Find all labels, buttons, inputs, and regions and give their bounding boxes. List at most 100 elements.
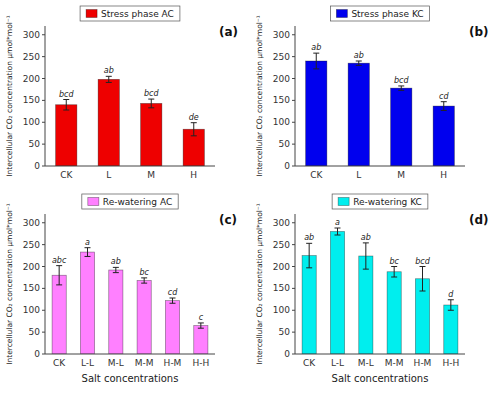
error-cap — [391, 277, 397, 278]
bar — [56, 105, 77, 166]
error-line — [200, 323, 201, 328]
error-cap — [306, 267, 312, 268]
error-line — [358, 61, 359, 65]
legend-swatch — [86, 10, 97, 18]
x-axis-label: Salt concentrations — [332, 373, 429, 384]
error-cap — [198, 328, 204, 329]
error-cap — [56, 265, 62, 266]
error-bar — [363, 243, 369, 269]
x-axis-line — [295, 166, 465, 167]
y-tick — [42, 122, 45, 123]
y-tick — [292, 34, 295, 35]
error-bar — [441, 102, 447, 111]
error-cap — [391, 266, 397, 267]
error-cap — [441, 101, 447, 102]
legend: Re-watering KC — [332, 194, 428, 209]
sig-label: ab — [104, 66, 114, 75]
error-bar — [313, 53, 319, 69]
legend-frame — [332, 194, 428, 209]
error-line — [172, 298, 173, 303]
error-line — [193, 123, 194, 136]
x-tick-label: CK — [303, 358, 316, 368]
y-tick-label: 200 — [23, 262, 40, 272]
y-tick — [292, 166, 295, 167]
y-tick-label: 0 — [284, 349, 290, 359]
y-tick — [42, 332, 45, 333]
y-tick-label: 250 — [273, 52, 290, 62]
panel-label: (c) — [219, 213, 237, 227]
error-line — [337, 228, 338, 235]
y-tick — [42, 244, 45, 245]
bar — [302, 256, 316, 354]
x-axis-label: Salt concentrations — [82, 373, 179, 384]
error-cap — [356, 65, 362, 66]
error-cap — [313, 53, 319, 54]
error-bar — [306, 243, 312, 268]
error-cap — [420, 266, 426, 267]
y-tick-label: 200 — [273, 74, 290, 84]
error-bar — [63, 100, 69, 111]
legend-swatch — [336, 10, 347, 18]
error-cap — [363, 242, 369, 243]
legend-swatch — [88, 198, 99, 206]
y-tick — [292, 144, 295, 145]
y-tick-label: 300 — [23, 30, 40, 40]
error-cap — [106, 76, 112, 77]
bar — [391, 88, 412, 166]
error-bar — [148, 99, 154, 108]
y-tick-label: 300 — [273, 30, 290, 40]
y-tick-label: 200 — [23, 74, 40, 84]
error-line — [394, 267, 395, 278]
sig-label: ab — [111, 257, 121, 266]
error-line — [316, 53, 317, 69]
error-cap — [306, 243, 312, 244]
y-tick — [292, 222, 295, 223]
error-cap — [191, 135, 197, 136]
error-bar — [113, 267, 119, 272]
y-tick-label: 250 — [273, 240, 290, 250]
y-tick-label: 150 — [23, 95, 40, 105]
error-cap — [170, 303, 176, 304]
error-cap — [63, 110, 69, 111]
y-tick — [42, 354, 45, 355]
panel-label: (a) — [219, 25, 238, 39]
x-tick-label: H-H — [442, 358, 459, 368]
y-tick — [42, 166, 45, 167]
sig-label: a — [85, 238, 90, 247]
x-axis-line — [45, 354, 215, 355]
x-tick-label: L-L — [331, 358, 344, 368]
x-tick-label: L-L — [81, 358, 94, 368]
bar — [359, 256, 373, 354]
x-tick-label: H-H — [192, 358, 209, 368]
x-tick-label: L — [106, 170, 111, 180]
sig-label: bcd — [144, 89, 159, 98]
y-tick-label: 0 — [34, 349, 40, 359]
x-tick-label: CK — [310, 170, 323, 180]
error-line — [144, 278, 145, 283]
sig-label: bcd — [59, 90, 74, 99]
error-bar — [335, 228, 341, 235]
x-tick-label: H-M — [164, 358, 182, 368]
error-cap — [313, 68, 319, 69]
x-tick-label: M-L — [108, 358, 124, 368]
error-bar — [85, 248, 91, 257]
y-axis-line — [295, 26, 296, 166]
error-bar — [391, 267, 397, 278]
bar — [109, 270, 123, 354]
panel: bcdabbcdde050100150200250300CKLMHInterce… — [5, 6, 238, 180]
error-cap — [420, 291, 426, 292]
x-axis-line — [45, 166, 215, 167]
error-cap — [113, 267, 119, 268]
y-axis-label: Intercellular CO₂ concentration μmol*mol… — [255, 15, 264, 177]
y-tick-label: 250 — [23, 52, 40, 62]
y-tick — [292, 100, 295, 101]
y-tick-label: 50 — [279, 139, 291, 149]
error-bar — [141, 278, 147, 283]
x-tick-label: H-M — [414, 358, 432, 368]
legend-label: Stress phase KC — [351, 9, 423, 19]
panel-label: (b) — [469, 25, 489, 39]
error-line — [309, 243, 310, 268]
error-cap — [198, 322, 204, 323]
bar — [98, 79, 119, 166]
bar — [52, 275, 66, 354]
